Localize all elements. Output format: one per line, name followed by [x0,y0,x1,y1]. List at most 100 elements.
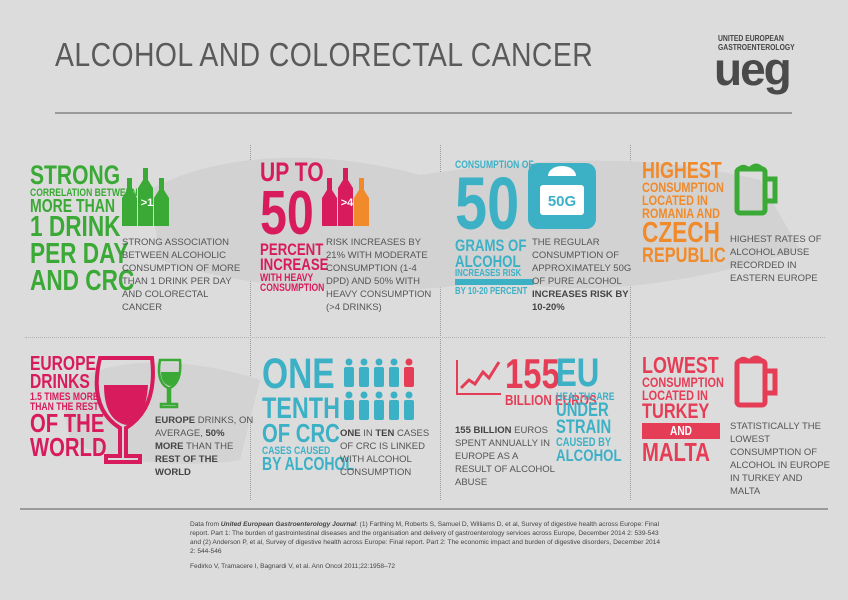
body-run: STRONG ASSOCIATION BETWEEN ALCOHOLIC CON… [122,237,241,313]
headline-line: MALTA [642,437,710,468]
headline-line: EU [556,351,600,395]
headline-line: 155 [505,350,560,397]
headline-line: AND CRC [30,264,135,297]
body-run: THE REGULAR CONSUMPTION OF APPROXIMATELY… [532,237,632,287]
person-body [374,367,384,387]
separator [250,145,251,500]
headline-line: TENTH [262,391,340,425]
person-head [390,391,398,399]
headline-line: CONSUMPTION [260,282,325,295]
person-head [375,391,383,399]
headline-line: 1 DRINK [30,211,121,244]
person-body [404,400,414,420]
map [150,157,800,291]
headline-line: 1.5 TIMES MORE [30,390,99,403]
person-head [360,391,368,399]
headline: HIGHEST CONSUMPTION LOCATED IN ROMANIA AND C… [642,157,726,268]
separator [25,337,825,338]
headline-line: ALCOHOL [556,445,622,465]
headline-line: CONSUMPTION OF [455,159,534,171]
body-run: RISK INCREASES BY 21% WITH MODERATE CONS… [326,237,432,313]
body-run: THAN THE [185,441,234,452]
bottle [354,178,369,226]
foam [735,163,765,171]
scale-face [540,185,584,215]
body-run: CASES OF CRC IS LINKED WITH ALCOHOL CONS… [340,428,430,478]
headline-line: STRONG [30,160,121,190]
person-body [344,400,354,420]
headline-line: CASES CAUSED [262,445,331,458]
mug-handle [767,368,778,396]
logo-org: UNITED EUROPEAN GASTROENTEROLOGY [718,34,795,52]
headline-line: LOCATED IN [642,387,708,404]
wine-small [161,372,179,386]
body-run: ONE [340,428,361,439]
second-source: Fedirko V, Tramacere I, Bagnardi V, et a… [190,563,396,570]
divider [20,508,828,510]
person-body [374,400,384,420]
headline-line: EUROPE [30,353,96,375]
body-text: 155 BILLION EUROS SPENT ANNUALLY IN EURO… [455,424,555,489]
person-body [344,367,354,387]
headline: EUROPE DRINKS 1.5 TIMES MORE THAN THE REST O… [30,353,107,462]
sources: Data from United European Gastroenterolo… [190,520,660,556]
headline-line: PERCENT [260,239,324,259]
body-text: RISK INCREASES BY 21% WITH MODERATE CONS… [326,236,438,314]
headline: EU HEALTHCARE UNDER STRAIN CAUSED BY ALCOHOL [556,351,622,465]
person-body [359,400,369,420]
body-run: EUROPE [155,415,196,426]
headline-line: CONSUMPTION [642,179,724,196]
headline-line: UNDER [556,399,609,421]
headline: LOWEST CONSUMPTION LOCATED IN TURKEY AND MALT… [642,352,724,468]
body-text: EUROPE DRINKS, ON AVERAGE, 50% MORE THAN… [155,414,255,479]
bottle [154,178,169,226]
wine [104,385,148,425]
headline-line: CONSUMPTION [642,374,724,391]
headline: CONSUMPTION OF 50 GRAMS OF ALCOHOL INCREASES… [455,159,534,296]
journal: United European Gastroenterology Journal [220,521,356,528]
headline-line: WITH HEAVY [260,272,314,285]
headline-line: BY ALCOHOL [262,454,355,475]
headline-line: STRAIN [556,417,612,439]
headline-line: DRINKS [30,371,90,394]
bottle [122,178,137,226]
headline-line: WORLD [30,431,107,462]
headline-line: AND [642,423,720,440]
body-run: 50% MORE [155,428,225,452]
mug-handle [767,176,778,204]
body-run: EUROS SPENT ANNUALLY IN EUROPE AS A RESU… [455,425,555,488]
mug [734,358,768,408]
headline-line: HIGHEST [642,157,722,183]
person-head [345,391,353,399]
headline-line: MORE THAN [30,195,116,216]
foam [735,355,765,363]
headline-line: LOWEST [642,352,719,378]
headline-line: OF CRC [262,418,340,449]
headline-line: BILLION EUROS [505,391,597,409]
separator [440,145,441,500]
headline-line: TURKEY [642,399,710,423]
divider [55,112,792,114]
title: ALCOHOL AND COLORECTAL CANCER [55,36,594,73]
body-run: REST OF THE WORLD [155,454,218,478]
footer: Data from United European Gastroenterolo… [190,520,660,577]
headline-line: REPUBLIC [642,244,726,268]
person-body [389,400,399,420]
headline: 155 BILLION EUROS [505,350,597,409]
body-run: INCREASES RISK BY 10-20% [532,289,629,313]
headline-line: HEALTHCARE [556,390,615,403]
person-head [375,358,383,366]
icon-label: >4 [341,197,354,209]
headline-line: 50 [455,162,520,246]
person-head [405,391,413,399]
body-text: STRONG ASSOCIATION BETWEEN ALCOHOLIC CON… [122,236,250,314]
person-head [405,358,413,366]
headline-line: CZECH [642,216,720,249]
headline-line: PER DAY [30,238,129,271]
bottle [338,168,353,226]
headline: STRONG CORRELATION BETWEEN MORE THAN 1 DRIN… [30,160,138,297]
bottle [138,168,153,226]
wine-glass-small [157,358,182,409]
